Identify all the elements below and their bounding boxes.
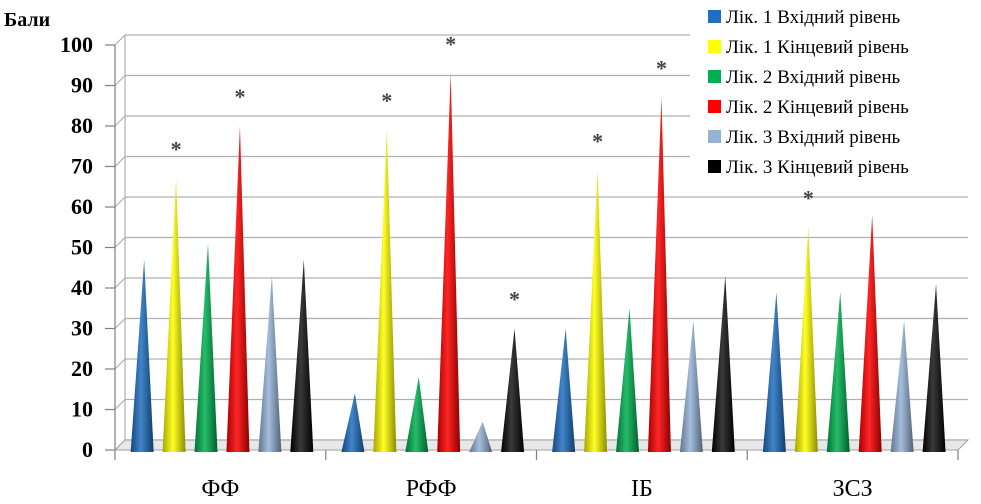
legend-swatch — [708, 70, 721, 83]
legend-swatch — [708, 130, 721, 143]
gridline-side — [114, 196, 126, 208]
x-category-label: ІБ — [631, 476, 653, 502]
legend-entry: Лік. 3 Вхідний рівень — [726, 127, 901, 148]
x-category-labels: ФФ РФФ ІБ ЗСЗ — [201, 476, 872, 502]
cone-bar — [552, 328, 576, 452]
cone-bar — [226, 126, 250, 452]
y-tick-label: 10 — [71, 397, 93, 422]
cone-bar — [290, 259, 314, 452]
significance-asterisk: * — [656, 56, 667, 81]
gridline-side — [114, 358, 126, 370]
significance-asterisk: * — [234, 84, 245, 109]
significance-asterisk: * — [381, 88, 392, 113]
axes — [105, 35, 970, 460]
y-tick-label: 20 — [71, 356, 93, 381]
cone-bar — [679, 320, 703, 452]
gridline-side — [114, 34, 126, 46]
y-tick-label: 30 — [71, 316, 93, 341]
y-tick-label: 50 — [71, 235, 93, 260]
significance-asterisk: * — [592, 129, 603, 154]
cone-bar — [826, 292, 850, 452]
y-axis-title: Бали — [4, 9, 50, 31]
cone-bar — [762, 292, 786, 452]
gridline-side — [114, 237, 126, 248]
cone-bar — [341, 393, 365, 452]
significance-asterisk: * — [171, 137, 182, 162]
y-tick-label: 70 — [71, 154, 93, 179]
y-tick-label: 90 — [71, 73, 93, 98]
y-tick-label: 40 — [71, 275, 93, 300]
bars — [130, 73, 946, 453]
cone-bar — [890, 320, 914, 452]
y-tick-label: 60 — [71, 194, 93, 219]
legend-swatch — [708, 160, 721, 173]
chart-floor — [113, 439, 970, 451]
legend-entry: Лік. 2 Вхідний рівень — [726, 67, 901, 88]
x-category-label: ЗСЗ — [833, 476, 873, 502]
y-tick-label: 80 — [71, 113, 93, 138]
gridline-side — [114, 399, 126, 410]
gridline-side — [114, 115, 126, 127]
cone-bar — [130, 259, 154, 452]
x-category-label: РФФ — [406, 476, 457, 502]
cone-bar — [373, 130, 397, 453]
legend-entry: Лік. 1 Вхідний рівень — [726, 7, 901, 28]
significance-asterisk: * — [445, 31, 456, 56]
cone-bar — [858, 215, 882, 452]
gridline-side — [114, 318, 126, 329]
cone-bar — [194, 243, 218, 452]
legend: Лік. 1 Вхідний рівень Лік. 1 Кінцевий рів… — [690, 2, 980, 188]
gridline-side — [114, 156, 126, 167]
legend-entry: Лік. 3 Кінцевий рівень — [726, 157, 909, 178]
y-tick-labels: 0 10 20 30 40 50 60 70 80 90 100 — [60, 32, 93, 462]
y-tick-label: 100 — [60, 32, 93, 57]
cone-bar — [616, 308, 640, 452]
legend-entry: Лік. 2 Кінцевий рівень — [726, 97, 909, 118]
gridline-side — [114, 277, 126, 289]
y-tick-label: 0 — [82, 437, 93, 462]
cone-bar — [794, 227, 818, 452]
cone-bar — [922, 283, 946, 452]
x-category-label: ФФ — [201, 476, 239, 502]
significance-asterisk: * — [803, 185, 814, 210]
cone-bar — [405, 377, 429, 452]
cone-bar — [437, 73, 461, 452]
significance-asterisk: * — [509, 287, 520, 312]
cone-bar — [711, 275, 735, 452]
gridline-side — [114, 75, 126, 86]
cone-bar — [501, 328, 525, 452]
legend-swatch — [708, 100, 721, 113]
cone-bar — [162, 178, 186, 452]
legend-swatch — [708, 10, 721, 23]
cone-bar — [469, 421, 493, 452]
legend-entry: Лік. 1 Кінцевий рівень — [726, 37, 909, 58]
legend-swatch — [708, 40, 721, 53]
cone-bar — [258, 275, 282, 452]
cone-bar — [584, 170, 608, 453]
cone-bar — [647, 97, 671, 453]
legend-background — [690, 2, 980, 188]
